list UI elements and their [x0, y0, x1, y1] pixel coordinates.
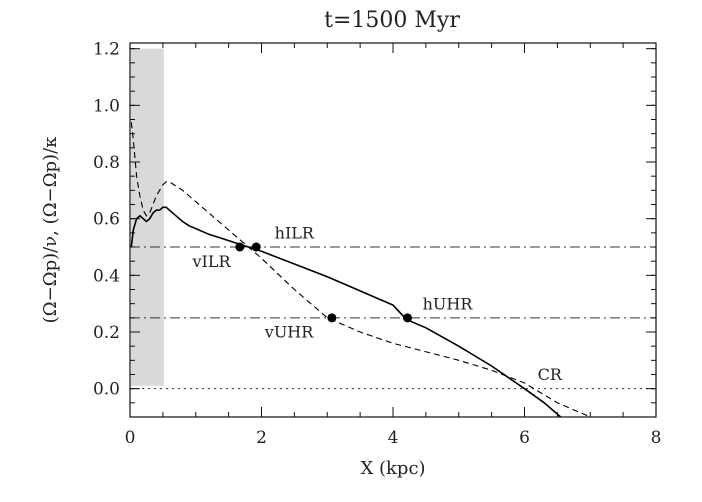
y-tick-label: 1.2 [93, 40, 120, 60]
x-tick-label: 6 [519, 428, 530, 448]
resonance-marker-1 [251, 242, 261, 252]
resonance-marker-3 [402, 313, 412, 323]
x-axis-title: X (kpc) [360, 458, 425, 479]
y-tick-label: 0.2 [93, 323, 120, 343]
series-line-solid [130, 206, 562, 418]
y-tick-label: 0.8 [93, 153, 120, 173]
resonance-marker-0 [235, 242, 245, 252]
annotation-vuhr: vUHR [264, 323, 314, 342]
annotation-hilr: hILR [275, 224, 315, 243]
shaded-region [131, 48, 164, 386]
y-tick-label: 0.0 [93, 380, 120, 400]
chart-title: t=1500 Myr [324, 8, 460, 33]
annotation-vilr: vILR [191, 252, 231, 271]
x-tick-label: 2 [256, 428, 267, 448]
y-tick-label: 0.6 [93, 210, 120, 230]
y-axis-title: (Ω−Ωp)/ν, (Ω−Ωp)/κ [40, 136, 61, 324]
annotation-cr: CR [538, 365, 563, 384]
x-tick-label: 0 [125, 428, 136, 448]
series-line-dashed [130, 122, 591, 418]
x-tick-label: 8 [651, 428, 662, 448]
x-tick-label: 4 [388, 428, 399, 448]
annotation-huhr: hUHR [423, 294, 474, 313]
y-tick-label: 1.0 [93, 96, 120, 116]
y-tick-label: 0.4 [93, 266, 120, 286]
plot-frame [129, 42, 657, 418]
resonance-marker-2 [327, 313, 337, 323]
